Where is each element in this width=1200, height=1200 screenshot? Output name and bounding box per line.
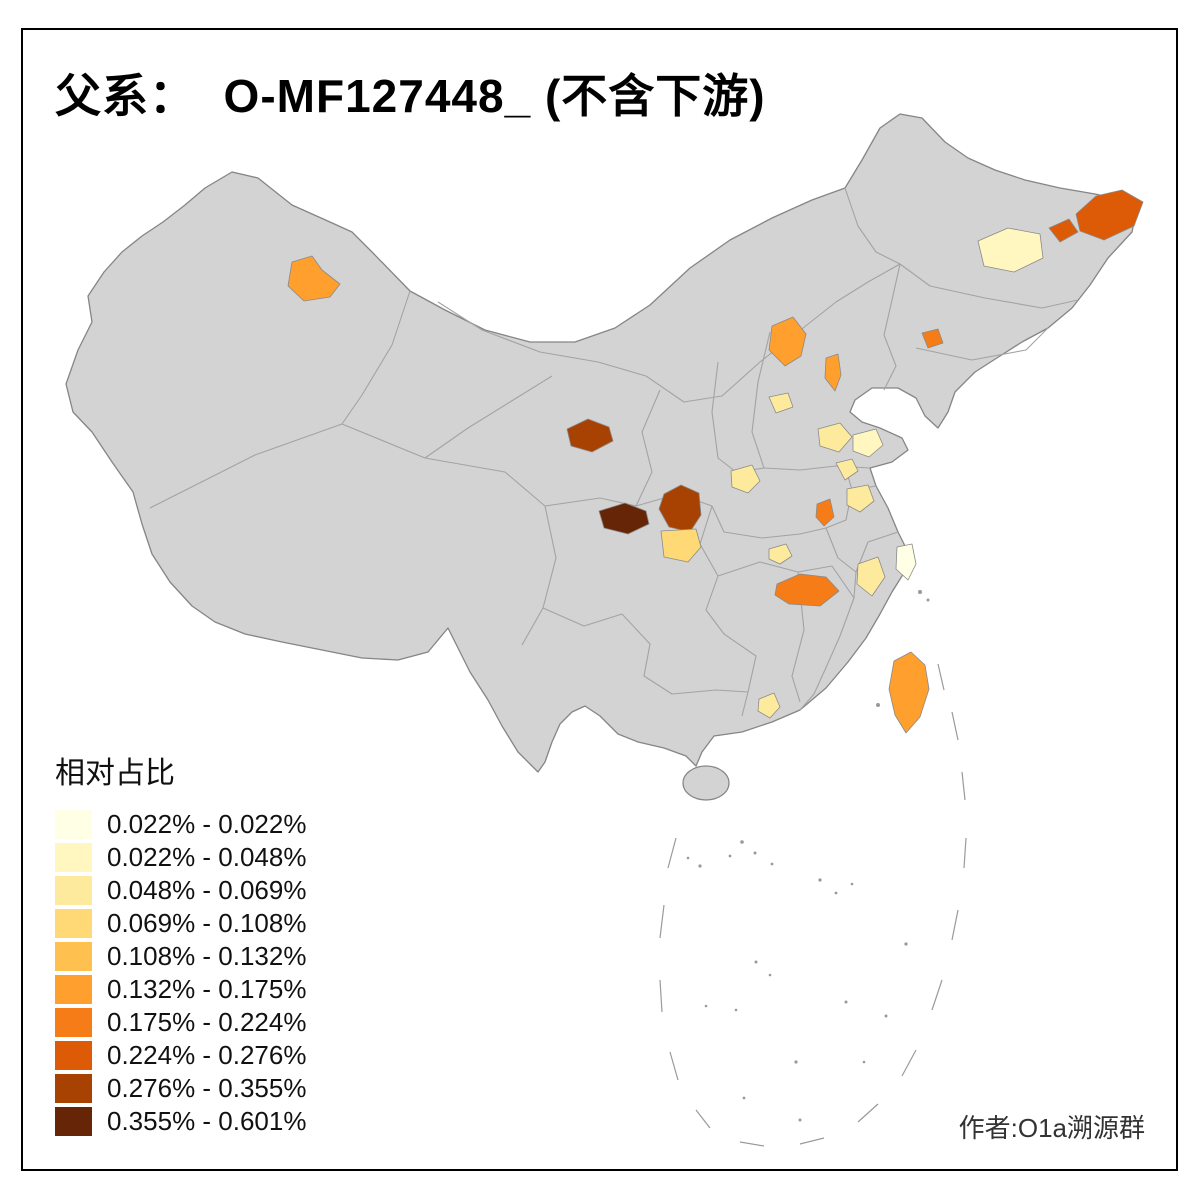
legend-swatch xyxy=(55,810,92,839)
region-sichuan-north-darkest xyxy=(598,502,650,535)
legend-item: 0.355% - 0.601% xyxy=(55,1105,306,1138)
choropleth-regions xyxy=(287,189,1144,734)
region-liaoning-east xyxy=(921,328,944,349)
legend-swatch xyxy=(55,1107,92,1136)
region-shanghai-area xyxy=(895,543,917,581)
legend-label: 0.224% - 0.276% xyxy=(107,1040,307,1070)
legend-label: 0.069% - 0.108% xyxy=(107,908,307,938)
legend-swatch xyxy=(55,942,92,971)
region-sichuan-central xyxy=(660,528,702,563)
region-shandong-west-b xyxy=(852,428,884,458)
region-hebei-north xyxy=(768,316,807,367)
region-heilongjiang-east-small xyxy=(1048,218,1079,243)
legend-label: 0.132% - 0.175% xyxy=(107,974,307,1004)
region-guangdong-north xyxy=(757,692,781,719)
region-hebei-central-pale xyxy=(768,392,794,414)
region-jiangsu-north xyxy=(846,484,875,513)
region-henan-southeast xyxy=(815,498,835,527)
legend-label: 0.048% - 0.069% xyxy=(107,875,307,905)
map-title: 父系： O-MF127448_ (不含下游) xyxy=(55,70,766,122)
region-gansu-south xyxy=(566,418,614,453)
legend-label: 0.022% - 0.022% xyxy=(107,809,307,839)
legend-item: 0.132% - 0.175% xyxy=(55,973,306,1006)
legend-label: 0.355% - 0.601% xyxy=(107,1106,307,1136)
region-xinjiang-north xyxy=(287,255,341,302)
region-shaanxi-south xyxy=(658,484,702,533)
legend-swatch xyxy=(55,843,92,872)
region-heilongjiang-central-pale xyxy=(977,227,1044,273)
south-china-sea-islands xyxy=(686,590,930,1122)
legend-swatch xyxy=(55,1041,92,1070)
legend-item: 0.069% - 0.108% xyxy=(55,907,306,940)
legend-swatch xyxy=(55,876,92,905)
hainan-island xyxy=(682,765,730,801)
sea-boundary-dashes xyxy=(659,663,967,1147)
legend-label: 0.276% - 0.355% xyxy=(107,1073,307,1103)
legend: 相对占比 0.022% - 0.022% 0.022% - 0.048% 0.0… xyxy=(55,748,306,1138)
region-heilongjiang-east-large xyxy=(1075,189,1144,241)
legend-title: 相对占比 xyxy=(55,757,175,790)
legend-item: 0.276% - 0.355% xyxy=(55,1072,306,1105)
region-taiwan xyxy=(888,651,930,734)
region-zhejiang-north xyxy=(856,556,886,597)
legend-swatch xyxy=(55,1008,92,1037)
region-shandong-south xyxy=(835,458,859,481)
author-credit: 作者:O1a溯源群 xyxy=(958,1113,1145,1143)
legend-label: 0.175% - 0.224% xyxy=(107,1007,307,1037)
region-henan-north xyxy=(730,464,761,494)
legend-swatch xyxy=(55,975,92,1004)
legend-item: 0.022% - 0.048% xyxy=(55,841,306,874)
legend-swatch xyxy=(55,909,92,938)
legend-swatch xyxy=(55,1074,92,1103)
region-beijing-area xyxy=(824,353,842,392)
region-hubei-east xyxy=(774,573,840,607)
region-hubei-west-pale xyxy=(768,543,793,565)
legend-label: 0.022% - 0.048% xyxy=(107,842,307,872)
legend-label: 0.108% - 0.132% xyxy=(107,941,307,971)
legend-item: 0.224% - 0.276% xyxy=(55,1039,306,1072)
legend-item: 0.048% - 0.069% xyxy=(55,874,306,907)
legend-item: 0.175% - 0.224% xyxy=(55,1006,306,1039)
legend-item: 0.108% - 0.132% xyxy=(55,940,306,973)
region-shandong-west-a xyxy=(817,422,853,453)
legend-item: 0.022% - 0.022% xyxy=(55,808,306,841)
